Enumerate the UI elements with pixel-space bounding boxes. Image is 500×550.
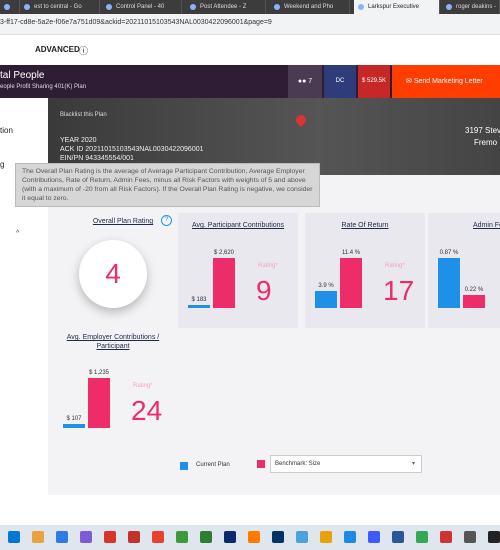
info-icon[interactable]: ⓘ [79,46,89,56]
ein: EIN/PN 943345554/001 [60,155,134,162]
bar-label: 3.9 % [318,282,334,289]
metric-card: Avg. Participant Contributions $ 183 $ 2,6… [178,213,298,328]
participants: ●● 7 [288,65,322,98]
metric-title: Admin Fe [473,222,500,229]
participant-count: 7 [308,78,313,85]
sidebar-item[interactable]: g [0,160,5,169]
blacklist-link[interactable]: Blacklist this Plan [60,112,107,118]
send-letter-button[interactable]: ✉ Send Marketing Letter [392,65,500,98]
taskbar-icon[interactable] [296,531,308,543]
taskbar-icon[interactable] [176,531,188,543]
rating: 9 [256,275,272,306]
overall-title: Overall Plan Rating [92,218,154,225]
bar-label: 11.4 % [341,250,361,256]
bar [188,304,210,308]
active-tab[interactable]: Larkspur Executive [354,0,440,14]
map [48,98,500,175]
bar [88,378,110,428]
bar-label: 0.87 % [439,250,459,256]
bar [438,258,460,308]
metric-title: Avg. Participant Contributions [191,222,285,229]
legend-swatch [257,460,265,468]
assets: $ 529.5K [358,65,390,98]
taskbar-icon[interactable] [224,531,236,543]
bar [340,258,362,308]
taskbar-icon[interactable] [320,531,332,543]
legend-label: Current Plan [196,462,230,468]
bar-label: 0.22 % [464,287,484,294]
advanced-toggle[interactable]: ADVANCED [35,45,80,54]
taskbar-icon[interactable] [32,531,44,543]
overall-rating: 4 [79,240,147,308]
metric-title: Rate Of Return [341,222,389,229]
bar-label: $ 2,620 [213,250,235,256]
sidebar [0,98,48,498]
legend-swatch [180,462,188,470]
button-label[interactable]: Send Marketing Letter [413,78,483,85]
bar [463,295,485,308]
bar [315,290,337,308]
taskbar-icon[interactable] [8,531,20,543]
tooltip: The Overall Plan Rating is the average o… [15,163,320,207]
plan-subtitle: eople Profit Sharing 401(K) Plan [0,84,87,90]
benchmark-dropdown[interactable]: Benchmark: Size [270,455,422,473]
taskbar-icon[interactable] [56,531,68,543]
tab[interactable]: est to central - Go [20,0,100,14]
metric-card: Rate Of Return 3.9 % 11.4 % Rating* 17 [305,213,425,328]
taskbar-icon[interactable] [248,531,260,543]
bar-label: $ 1,235 [88,370,110,376]
metric-title: Avg. Employer Contributions / Participan… [66,334,160,350]
address: 3197 Stev [465,126,500,135]
taskbar-icon[interactable] [344,531,356,543]
bar-label: $ 107 [66,415,82,422]
tab[interactable] [0,0,20,14]
taskbar-icon[interactable] [80,531,92,543]
bar-label: $ 183 [191,296,207,303]
tab[interactable]: Post Attendee - Z [186,0,266,14]
taskbar-icon[interactable] [464,531,476,543]
taskbar-icon[interactable] [200,531,212,543]
taskbar-icon[interactable] [440,531,452,543]
collapse-icon[interactable]: ^ [16,230,20,237]
address-bar [0,14,500,35]
taskbar-icon[interactable] [128,531,140,543]
ack-id: ACK ID 20211015103543NAL0030422096001 [60,146,204,153]
taskbar-icon[interactable] [392,531,404,543]
rating: 17 [383,275,415,306]
taskbar-icon[interactable] [368,531,380,543]
rating-label: Rating* [385,263,405,269]
tab[interactable]: roger deakins - [442,0,500,14]
taskbar-icon[interactable] [104,531,116,543]
help-icon[interactable]: ? [161,215,172,226]
url[interactable]: 3-ff17-cd8e-5a2e-f06e7a751d09&ackid=2021… [0,19,272,26]
city: Fremo [474,138,498,147]
taskbar-icon[interactable] [152,531,164,543]
dropdown-arrow[interactable]: ▾ [412,461,416,467]
plan-type: DC [324,65,356,98]
plan-title: tal People [0,70,45,81]
sidebar-item[interactable]: tion [0,126,13,135]
rating: 24 [131,395,163,426]
rating-label: Rating* [258,263,278,269]
bar [213,258,235,308]
plan-year: YEAR 2020 [60,137,97,144]
metric-card: Admin Fe 0.87 % 0.22 % [428,213,500,328]
tab[interactable]: Weekend and Pho [270,0,350,14]
bar [63,423,85,428]
rating-label: Rating* [133,383,153,389]
taskbar-icon[interactable] [416,531,428,543]
taskbar-icon[interactable] [488,531,500,543]
tab[interactable]: Control Panel - 40 [102,0,182,14]
taskbar-icon[interactable] [272,531,284,543]
metric-card: Avg. Employer Contributions / Participan… [53,333,173,448]
